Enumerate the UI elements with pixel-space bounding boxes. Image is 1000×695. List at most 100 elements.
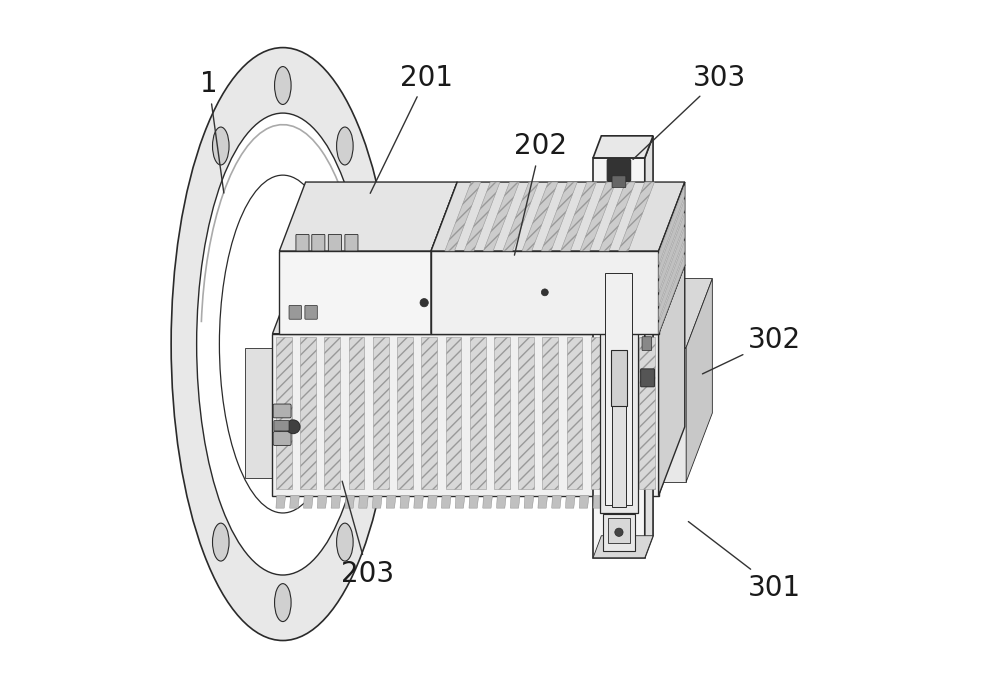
Polygon shape — [565, 496, 575, 508]
Polygon shape — [579, 496, 589, 508]
Polygon shape — [428, 496, 437, 508]
FancyBboxPatch shape — [274, 420, 289, 431]
Text: 203: 203 — [341, 481, 395, 588]
Polygon shape — [608, 518, 630, 543]
Polygon shape — [276, 496, 286, 508]
Polygon shape — [445, 182, 481, 251]
Polygon shape — [518, 337, 534, 489]
Polygon shape — [659, 240, 685, 320]
Polygon shape — [541, 182, 577, 251]
Text: 1: 1 — [200, 70, 224, 193]
Polygon shape — [397, 337, 413, 489]
Ellipse shape — [197, 113, 369, 575]
Polygon shape — [372, 496, 382, 508]
Polygon shape — [524, 496, 534, 508]
Text: 202: 202 — [514, 133, 567, 255]
Text: 302: 302 — [702, 325, 801, 374]
Ellipse shape — [337, 127, 353, 165]
Polygon shape — [600, 270, 638, 513]
Polygon shape — [645, 136, 653, 558]
Polygon shape — [431, 251, 659, 334]
Polygon shape — [686, 279, 712, 482]
Polygon shape — [659, 254, 685, 334]
Polygon shape — [659, 213, 685, 293]
Polygon shape — [607, 496, 617, 508]
Polygon shape — [470, 337, 486, 489]
Polygon shape — [276, 337, 292, 489]
Polygon shape — [639, 337, 655, 489]
Polygon shape — [659, 279, 712, 348]
Polygon shape — [446, 337, 461, 489]
Polygon shape — [538, 496, 548, 508]
Ellipse shape — [171, 47, 395, 641]
Polygon shape — [272, 265, 685, 334]
Polygon shape — [272, 427, 685, 496]
Polygon shape — [659, 265, 685, 496]
Polygon shape — [317, 496, 327, 508]
FancyBboxPatch shape — [289, 305, 301, 319]
Polygon shape — [359, 496, 368, 508]
Polygon shape — [605, 273, 632, 505]
Text: 303: 303 — [633, 63, 746, 159]
Polygon shape — [580, 182, 616, 251]
Polygon shape — [331, 496, 341, 508]
Polygon shape — [503, 182, 539, 251]
Polygon shape — [567, 337, 582, 489]
Polygon shape — [615, 337, 631, 489]
Circle shape — [420, 299, 428, 306]
Polygon shape — [279, 251, 431, 334]
Polygon shape — [272, 334, 659, 496]
Polygon shape — [497, 496, 506, 508]
Text: 201: 201 — [370, 63, 453, 193]
Text: 301: 301 — [688, 521, 801, 602]
Polygon shape — [611, 350, 627, 406]
Polygon shape — [300, 337, 316, 489]
Circle shape — [615, 528, 623, 537]
FancyBboxPatch shape — [312, 234, 325, 251]
Polygon shape — [245, 348, 272, 478]
Polygon shape — [603, 514, 635, 551]
Polygon shape — [593, 158, 645, 558]
Polygon shape — [441, 496, 451, 508]
Polygon shape — [612, 350, 626, 507]
FancyBboxPatch shape — [641, 369, 654, 387]
Polygon shape — [522, 182, 558, 251]
Polygon shape — [659, 227, 685, 306]
Polygon shape — [542, 337, 558, 489]
Polygon shape — [510, 496, 520, 508]
Polygon shape — [464, 182, 500, 251]
FancyBboxPatch shape — [607, 159, 631, 181]
FancyBboxPatch shape — [345, 234, 358, 251]
FancyBboxPatch shape — [612, 176, 626, 188]
Polygon shape — [593, 496, 603, 508]
Polygon shape — [591, 337, 607, 489]
Ellipse shape — [213, 523, 229, 561]
Polygon shape — [494, 337, 510, 489]
FancyBboxPatch shape — [642, 337, 652, 350]
Polygon shape — [552, 496, 561, 508]
Polygon shape — [290, 496, 299, 508]
FancyBboxPatch shape — [305, 305, 317, 319]
Polygon shape — [483, 182, 519, 251]
Polygon shape — [414, 496, 423, 508]
FancyBboxPatch shape — [328, 234, 341, 251]
Polygon shape — [593, 136, 653, 158]
Polygon shape — [400, 496, 410, 508]
Polygon shape — [421, 337, 437, 489]
Polygon shape — [483, 496, 492, 508]
Ellipse shape — [219, 175, 346, 513]
Ellipse shape — [213, 127, 229, 165]
Circle shape — [541, 289, 548, 296]
FancyBboxPatch shape — [296, 234, 309, 251]
FancyBboxPatch shape — [273, 432, 291, 445]
Polygon shape — [279, 182, 457, 251]
Polygon shape — [345, 496, 355, 508]
Polygon shape — [659, 182, 685, 334]
Ellipse shape — [275, 584, 291, 621]
Polygon shape — [304, 496, 313, 508]
Polygon shape — [561, 182, 597, 251]
Polygon shape — [455, 496, 465, 508]
Polygon shape — [349, 337, 364, 489]
Polygon shape — [373, 337, 389, 489]
Polygon shape — [659, 348, 686, 482]
